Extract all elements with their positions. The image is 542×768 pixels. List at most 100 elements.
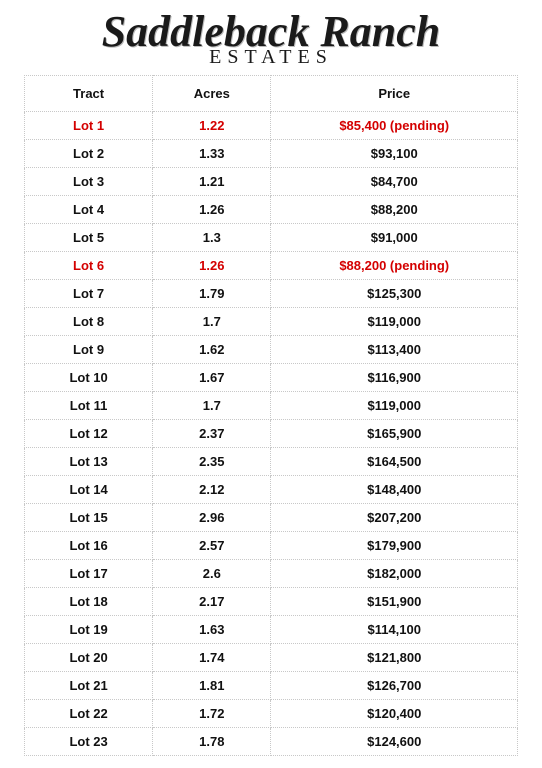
table-row: Lot 142.12$148,400	[25, 476, 518, 504]
cell-acres: 2.37	[153, 420, 271, 448]
cell-price: $164,500	[271, 448, 518, 476]
cell-acres: 1.21	[153, 168, 271, 196]
table-row: Lot 221.72$120,400	[25, 700, 518, 728]
cell-price: $85,400 (pending)	[271, 112, 518, 140]
col-acres: Acres	[153, 76, 271, 112]
cell-acres: 1.3	[153, 224, 271, 252]
table-row: Lot 231.78$124,600	[25, 728, 518, 756]
cell-acres: 1.62	[153, 336, 271, 364]
pricing-table-wrap: Tract Acres Price Lot 11.22$85,400 (pend…	[0, 75, 542, 766]
cell-price: $88,200 (pending)	[271, 252, 518, 280]
cell-acres: 1.22	[153, 112, 271, 140]
logo-block: Saddleback Ranch ESTATES	[0, 0, 542, 75]
cell-tract: Lot 17	[25, 560, 153, 588]
cell-acres: 1.74	[153, 644, 271, 672]
cell-acres: 1.7	[153, 392, 271, 420]
cell-tract: Lot 2	[25, 140, 153, 168]
cell-acres: 2.57	[153, 532, 271, 560]
table-row: Lot 21.33$93,100	[25, 140, 518, 168]
cell-acres: 1.78	[153, 728, 271, 756]
table-row: Lot 152.96$207,200	[25, 504, 518, 532]
cell-price: $148,400	[271, 476, 518, 504]
cell-tract: Lot 3	[25, 168, 153, 196]
table-row: Lot 71.79$125,300	[25, 280, 518, 308]
cell-tract: Lot 13	[25, 448, 153, 476]
cell-tract: Lot 8	[25, 308, 153, 336]
table-row: Lot 111.7$119,000	[25, 392, 518, 420]
cell-acres: 1.67	[153, 364, 271, 392]
cell-tract: Lot 1	[25, 112, 153, 140]
cell-acres: 2.6	[153, 560, 271, 588]
table-row: Lot 201.74$121,800	[25, 644, 518, 672]
table-row: Lot 61.26$88,200 (pending)	[25, 252, 518, 280]
cell-price: $182,000	[271, 560, 518, 588]
cell-acres: 1.72	[153, 700, 271, 728]
cell-price: $121,800	[271, 644, 518, 672]
cell-price: $125,300	[271, 280, 518, 308]
cell-price: $114,100	[271, 616, 518, 644]
cell-price: $119,000	[271, 308, 518, 336]
cell-acres: 2.12	[153, 476, 271, 504]
cell-price: $165,900	[271, 420, 518, 448]
cell-tract: Lot 18	[25, 588, 153, 616]
cell-price: $120,400	[271, 700, 518, 728]
table-row: Lot 162.57$179,900	[25, 532, 518, 560]
table-body: Lot 11.22$85,400 (pending)Lot 21.33$93,1…	[25, 112, 518, 756]
logo-subtitle: ESTATES	[0, 46, 542, 69]
table-header-row: Tract Acres Price	[25, 76, 518, 112]
cell-acres: 1.26	[153, 196, 271, 224]
cell-tract: Lot 23	[25, 728, 153, 756]
cell-acres: 1.63	[153, 616, 271, 644]
cell-price: $126,700	[271, 672, 518, 700]
pricing-table: Tract Acres Price Lot 11.22$85,400 (pend…	[24, 75, 518, 756]
cell-acres: 2.96	[153, 504, 271, 532]
cell-tract: Lot 15	[25, 504, 153, 532]
cell-acres: 1.7	[153, 308, 271, 336]
table-row: Lot 182.17$151,900	[25, 588, 518, 616]
table-row: Lot 41.26$88,200	[25, 196, 518, 224]
table-row: Lot 172.6$182,000	[25, 560, 518, 588]
cell-tract: Lot 20	[25, 644, 153, 672]
cell-price: $124,600	[271, 728, 518, 756]
cell-price: $113,400	[271, 336, 518, 364]
cell-tract: Lot 4	[25, 196, 153, 224]
cell-acres: 1.79	[153, 280, 271, 308]
cell-price: $207,200	[271, 504, 518, 532]
cell-acres: 1.33	[153, 140, 271, 168]
table-row: Lot 81.7$119,000	[25, 308, 518, 336]
cell-price: $151,900	[271, 588, 518, 616]
cell-price: $179,900	[271, 532, 518, 560]
cell-price: $88,200	[271, 196, 518, 224]
cell-acres: 1.26	[153, 252, 271, 280]
cell-price: $119,000	[271, 392, 518, 420]
cell-tract: Lot 22	[25, 700, 153, 728]
cell-tract: Lot 10	[25, 364, 153, 392]
cell-tract: Lot 6	[25, 252, 153, 280]
cell-tract: Lot 5	[25, 224, 153, 252]
cell-tract: Lot 16	[25, 532, 153, 560]
table-row: Lot 211.81$126,700	[25, 672, 518, 700]
cell-tract: Lot 9	[25, 336, 153, 364]
cell-acres: 1.81	[153, 672, 271, 700]
cell-price: $84,700	[271, 168, 518, 196]
cell-price: $91,000	[271, 224, 518, 252]
cell-tract: Lot 12	[25, 420, 153, 448]
cell-tract: Lot 7	[25, 280, 153, 308]
table-row: Lot 132.35$164,500	[25, 448, 518, 476]
table-row: Lot 51.3$91,000	[25, 224, 518, 252]
cell-price: $116,900	[271, 364, 518, 392]
cell-tract: Lot 19	[25, 616, 153, 644]
table-row: Lot 101.67$116,900	[25, 364, 518, 392]
col-tract: Tract	[25, 76, 153, 112]
cell-acres: 2.35	[153, 448, 271, 476]
cell-tract: Lot 21	[25, 672, 153, 700]
table-row: Lot 91.62$113,400	[25, 336, 518, 364]
col-price: Price	[271, 76, 518, 112]
table-row: Lot 31.21$84,700	[25, 168, 518, 196]
table-row: Lot 191.63$114,100	[25, 616, 518, 644]
cell-price: $93,100	[271, 140, 518, 168]
cell-tract: Lot 11	[25, 392, 153, 420]
cell-tract: Lot 14	[25, 476, 153, 504]
table-row: Lot 122.37$165,900	[25, 420, 518, 448]
table-row: Lot 11.22$85,400 (pending)	[25, 112, 518, 140]
